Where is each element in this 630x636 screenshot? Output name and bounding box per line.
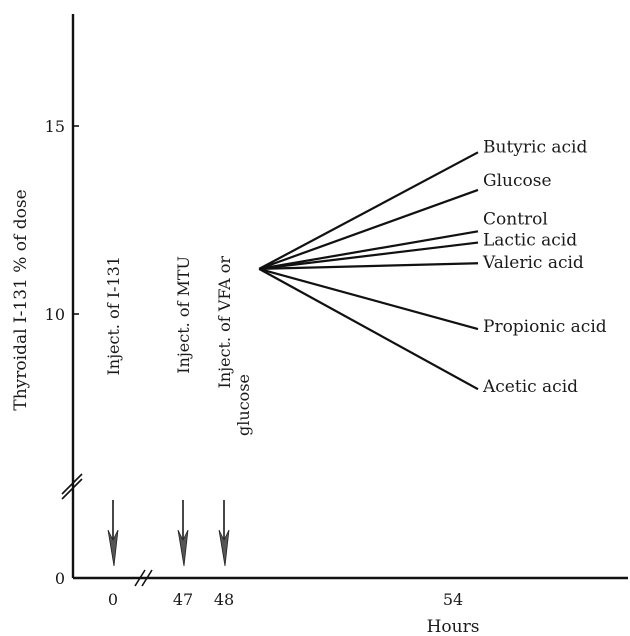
series-line bbox=[258, 267, 479, 331]
series-line bbox=[258, 188, 479, 270]
axes bbox=[61, 14, 628, 587]
series-label: Glucose bbox=[483, 171, 552, 191]
x-tick-label: 54 bbox=[443, 590, 463, 609]
series-label: Acetic acid bbox=[482, 377, 578, 397]
x-axis-title: Hours bbox=[427, 617, 480, 636]
x-tick-label: 48 bbox=[214, 590, 234, 609]
injection-label: Inject. of I-131 bbox=[104, 256, 123, 376]
y-axis-break-mark bbox=[61, 473, 83, 495]
y-tick-label: 15 bbox=[45, 117, 65, 136]
series-line bbox=[259, 241, 479, 270]
injection-arrow-head bbox=[218, 529, 230, 567]
series-line bbox=[259, 262, 479, 270]
series-label: Control bbox=[483, 209, 548, 229]
y-axis-break-mark bbox=[61, 478, 83, 500]
x-axis-break-mark bbox=[134, 569, 146, 587]
injection-arrows bbox=[107, 500, 230, 567]
series-label: Lactic acid bbox=[483, 231, 577, 251]
injection-label-line2: glucose bbox=[234, 374, 253, 436]
y-tick-label: 0 bbox=[55, 569, 65, 588]
series-label: Valeric acid bbox=[482, 253, 584, 273]
injection-arrow-head bbox=[107, 529, 119, 567]
y-tick-label: 10 bbox=[45, 305, 65, 324]
injection-label: Inject. of VFA or bbox=[215, 256, 234, 389]
injection-label: Inject. of MTU bbox=[174, 256, 193, 374]
series-line bbox=[258, 230, 479, 270]
series-lines bbox=[258, 151, 479, 391]
y-axis-title: Thyroidal I-131 % of dose bbox=[11, 189, 31, 410]
ticks bbox=[73, 125, 79, 315]
series-line bbox=[258, 267, 479, 391]
x-tick-label: 47 bbox=[173, 590, 193, 609]
series-line bbox=[258, 151, 479, 270]
x-tick-label: 0 bbox=[108, 590, 118, 609]
labels: 0 10 15 0 47 48 54 Hours Thyroidal I-131 % of do… bbox=[11, 117, 607, 636]
injection-arrow-head bbox=[177, 529, 189, 567]
x-axis-break-mark bbox=[141, 569, 153, 587]
series-label: Butyric acid bbox=[483, 137, 587, 157]
series-label: Propionic acid bbox=[483, 317, 607, 337]
